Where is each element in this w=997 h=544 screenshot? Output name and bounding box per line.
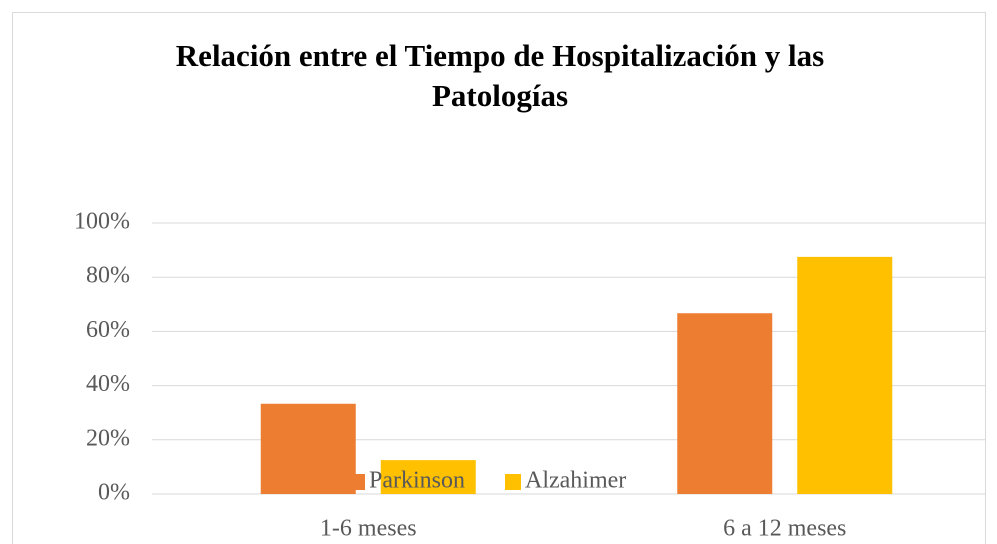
bar — [380, 460, 476, 494]
legend-swatch — [349, 474, 365, 490]
chart-title: Relación entre el Tiempo de Hospitalizac… — [175, 38, 825, 113]
chart-border — [12, 12, 986, 544]
legend-swatch — [505, 474, 521, 490]
bar — [677, 313, 773, 494]
y-tick-label: 0% — [98, 480, 130, 506]
y-tick-label: 20% — [86, 425, 130, 451]
bar — [797, 256, 893, 494]
bar — [260, 403, 356, 494]
legend-label: Parkinson — [369, 468, 465, 494]
legend-label: Alzahimer — [525, 468, 626, 494]
y-tick-label: 100% — [74, 209, 130, 235]
x-tick-label: 1-6 meses — [320, 516, 417, 542]
y-tick-label: 80% — [86, 263, 130, 289]
x-tick-label: 6 a 12 meses — [723, 516, 846, 542]
y-tick-label: 60% — [86, 317, 130, 343]
y-tick-label: 40% — [86, 371, 130, 397]
